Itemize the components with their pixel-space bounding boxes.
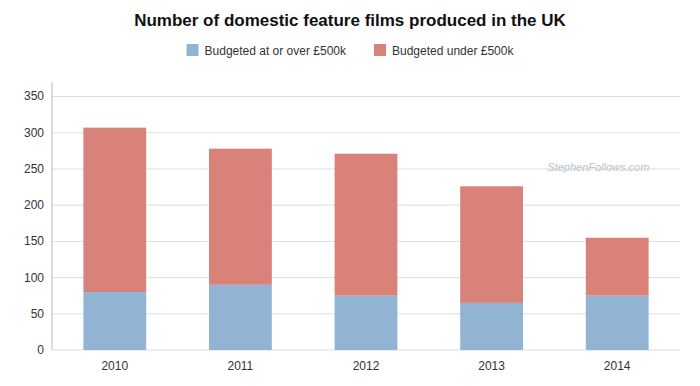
- x-tick-label: 2013: [478, 359, 505, 373]
- bar: [209, 285, 272, 350]
- y-tick-label: 0: [37, 343, 44, 357]
- x-axis: 2010 2011 2012 2013 2014: [101, 359, 630, 373]
- bar: [586, 296, 649, 350]
- bar: [335, 296, 398, 350]
- bar: [460, 303, 523, 350]
- chart: Number of domestic feature films produce…: [0, 0, 700, 386]
- grid-line: [52, 96, 680, 97]
- bar: [83, 292, 146, 350]
- legend-swatch: [374, 44, 386, 56]
- y-tick-label: 100: [24, 271, 44, 285]
- bar: [460, 186, 523, 303]
- x-tick-label: 2010: [101, 359, 128, 373]
- legend-item: Budgeted under £500k: [374, 44, 514, 58]
- y-tick-label: 200: [24, 198, 44, 212]
- bar: [209, 149, 272, 285]
- legend-item: Budgeted at or over £500k: [187, 44, 347, 58]
- bars: [83, 128, 648, 350]
- x-tick-label: 2014: [604, 359, 631, 373]
- y-axis-line: [52, 82, 53, 350]
- y-axis: 0 50 100 150 200 250 300 350: [24, 82, 680, 357]
- x-tick-label: 2012: [353, 359, 380, 373]
- watermark: StephenFollows.com: [547, 161, 649, 173]
- y-tick-label: 350: [24, 89, 44, 103]
- legend: Budgeted at or over £500k Budgeted under …: [187, 44, 515, 58]
- title: Number of domestic feature films produce…: [134, 11, 566, 30]
- legend-label: Budgeted under £500k: [392, 44, 514, 58]
- legend-swatch: [187, 44, 199, 56]
- y-tick-label: 150: [24, 234, 44, 248]
- x-tick-label: 2011: [227, 359, 253, 373]
- y-tick-label: 250: [24, 162, 44, 176]
- legend-label: Budgeted at or over £500k: [205, 44, 347, 58]
- bar: [586, 238, 649, 296]
- bar: [83, 128, 146, 292]
- y-tick-label: 50: [31, 307, 45, 321]
- y-tick-label: 300: [24, 126, 44, 140]
- bar: [335, 154, 398, 296]
